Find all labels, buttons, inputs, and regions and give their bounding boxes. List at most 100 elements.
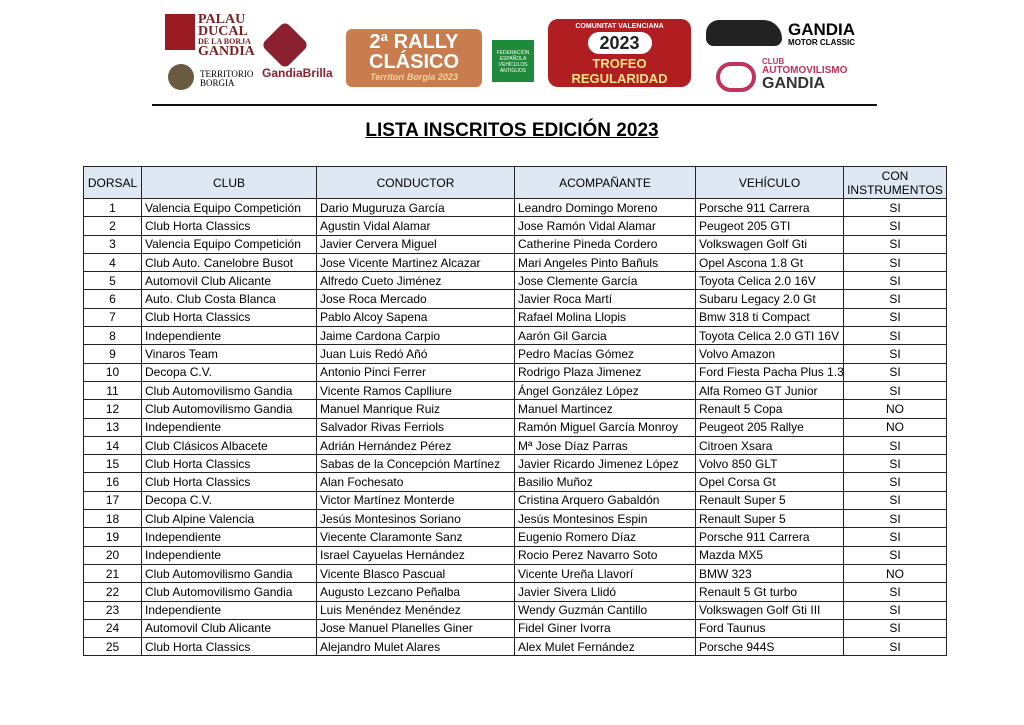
car-icon	[706, 20, 782, 46]
table-row: 11 Club Automovilismo Gandia Vicente Ramos…	[83, 380, 947, 401]
table-cell: Mazda MX5	[695, 545, 844, 565]
logo-text: COMUNITAT VALENCIANA	[575, 23, 664, 30]
table-cell: Alan Fochesato	[316, 472, 515, 492]
table-cell: Vicente Blasco Pascual	[316, 563, 515, 584]
table-cell: Mª Jose Díaz Parras	[514, 435, 696, 456]
table-cell: SI	[843, 380, 947, 401]
table-row: 5 Automovil Club Alicante Alfredo Cueto Ji…	[83, 271, 947, 291]
palau-icon	[165, 14, 195, 50]
table-row: 2 Club Horta Classics Agustin Vidal Alamar…	[83, 216, 947, 236]
column-header: CONDUCTOR	[316, 166, 515, 199]
table-cell: SI	[843, 527, 947, 547]
table-cell: Club Automovilismo Gandia	[141, 399, 317, 419]
table-cell: Jesús Montesinos Espin	[514, 509, 696, 529]
entries-table: DORSAL CLUB CONDUCTOR ACOMPAÑANTE VEHÍCULO CO…	[83, 166, 947, 657]
table-cell: 5	[83, 271, 142, 291]
table-cell: 20	[83, 545, 142, 565]
column-header: VEHÍCULO	[695, 166, 844, 199]
table-cell: Independiente	[141, 326, 317, 346]
table-cell: Wendy Guzmán Cantillo	[514, 600, 696, 620]
table-cell: Volkswagen Golf Gti	[695, 234, 844, 254]
brilla-icon	[260, 20, 310, 70]
table-cell: Salvador Rivas Ferriols	[316, 417, 515, 437]
table-cell: Augusto Lezcano Peñalba	[316, 582, 515, 602]
table-cell: Ramón Miguel García Monroy	[514, 417, 696, 437]
table-cell: 2	[83, 216, 142, 236]
table-cell: Valencia Equipo Competición	[141, 197, 317, 218]
table-cell: Volkswagen Golf Gti III	[695, 600, 844, 620]
table-cell: Javier Sivera Llidó	[514, 582, 696, 602]
table-cell: SI	[843, 289, 947, 309]
table-cell: Jesús Montesinos Soriano	[316, 509, 515, 529]
table-cell: Club Automovilismo Gandia	[141, 582, 317, 602]
table-row: 24 Automovil Club Alicante Jose Manuel Pla…	[83, 618, 947, 639]
table-cell: Club Auto. Canelobre Busot	[141, 252, 317, 273]
table-cell: Valencia Equipo Competición	[141, 234, 317, 254]
table-cell: Jose Vicente Martinez Alcazar	[316, 252, 515, 273]
table-cell: 1	[83, 197, 142, 218]
table-cell: Manuel Manrique Ruiz	[316, 399, 515, 419]
table-cell: Club Alpine Valencia	[141, 509, 317, 529]
table-cell: SI	[843, 600, 947, 620]
table-cell: SI	[843, 582, 947, 602]
logo-text: GANDIA	[198, 44, 255, 59]
table-cell: Vicente Ramos Caplliure	[316, 380, 515, 401]
logo-text: FEDERACIÓN ESPAÑOLA VEHÍCULOS ANTIGUOS	[492, 40, 534, 82]
table-cell: SI	[843, 197, 947, 218]
table-cell: 16	[83, 472, 142, 492]
table-cell: 8	[83, 326, 142, 346]
table-row: 3 Valencia Equipo Competición Javier Cerve…	[83, 234, 947, 254]
table-row: 16 Club Horta Classics Alan Fochesato Basil…	[83, 472, 947, 492]
table-cell: SI	[843, 252, 947, 273]
table-cell: Adrián Hernández Pérez	[316, 435, 515, 456]
table-cell: Catherine Pineda Cordero	[514, 234, 696, 254]
table-row: 22 Club Automovilismo Gandia Augusto Lezca…	[83, 582, 947, 602]
table-cell: 4	[83, 252, 142, 273]
table-cell: SI	[843, 435, 947, 456]
table-cell: Alfa Romeo GT Junior	[695, 380, 844, 401]
table-cell: Vinaros Team	[141, 344, 317, 364]
table-cell: Club Horta Classics	[141, 307, 317, 328]
table-cell: 11	[83, 380, 142, 401]
table-cell: SI	[843, 454, 947, 474]
table-cell: Manuel Martincez	[514, 399, 696, 419]
table-cell: Luis Menéndez Menéndez	[316, 600, 515, 620]
table-cell: 9	[83, 344, 142, 364]
table-cell: 19	[83, 527, 142, 547]
table-cell: Vicente Ureña Llavorí	[514, 563, 696, 584]
table-cell: Jaime Cardona Carpio	[316, 326, 515, 346]
table-cell: 3	[83, 234, 142, 254]
table-row: 21 Club Automovilismo Gandia Vicente Blasc…	[83, 563, 947, 584]
table-cell: Citroen Xsara	[695, 435, 844, 456]
logo-text: DUCAL	[198, 24, 248, 39]
table-cell: Mari Angeles Pinto Bañuls	[514, 252, 696, 273]
table-cell: Club Horta Classics	[141, 637, 317, 657]
table-cell: Rafael Molina Llopis	[514, 307, 696, 328]
table-cell: Independiente	[141, 527, 317, 547]
table-row: 15 Club Horta Classics Sabas de la Concepc…	[83, 454, 947, 474]
divider	[152, 104, 877, 106]
table-cell: Independiente	[141, 545, 317, 565]
table-cell: Rocio Perez Navarro Soto	[514, 545, 696, 565]
table-cell: 13	[83, 417, 142, 437]
table-row: 18 Club Alpine Valencia Jesús Montesinos S…	[83, 509, 947, 529]
table-cell: Club Horta Classics	[141, 472, 317, 492]
table-cell: Aarón Gil Garcia	[514, 326, 696, 346]
table-cell: Sabas de la Concepción Martínez	[316, 454, 515, 474]
trofeo-logo: COMUNITAT VALENCIANA 2023 TROFEO REGULAR…	[548, 19, 691, 87]
table-cell: Subaru Legacy 2.0 Gt	[695, 289, 844, 309]
logo-text: BORGIA	[200, 78, 235, 88]
table-cell: Pablo Alcoy Sapena	[316, 307, 515, 328]
table-cell: Bmw 318 ti Compact	[695, 307, 844, 328]
table-cell: 12	[83, 399, 142, 419]
table-cell: Automovil Club Alicante	[141, 618, 317, 639]
table-cell: Victor Martínez Monterde	[316, 490, 515, 511]
table-cell: Alejandro Mulet Alares	[316, 637, 515, 657]
rally-logo: 2ª RALLY CLÁSICO Territori Borgia 2023	[346, 29, 482, 87]
table-cell: Rodrigo Plaza Jimenez	[514, 362, 696, 382]
table-cell: Agustin Vidal Alamar	[316, 216, 515, 236]
column-header: CON INSTRUMENTOS	[843, 166, 947, 199]
table-cell: Decopa C.V.	[141, 362, 317, 382]
table-cell: Basilio Muñoz	[514, 472, 696, 492]
table-cell: Juan Luis Redó Añó	[316, 344, 515, 364]
